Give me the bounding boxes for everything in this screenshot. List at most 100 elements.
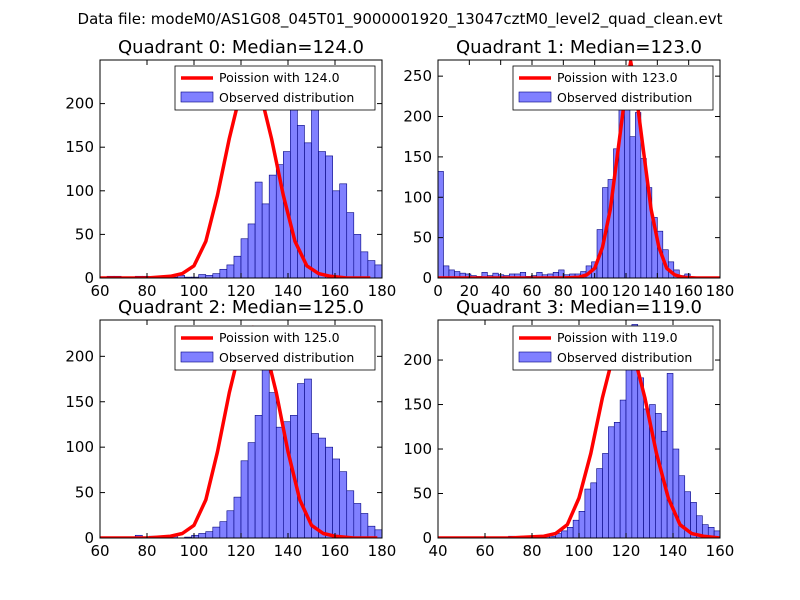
subplot-title: Quadrant 1: Median=123.0 [456, 37, 702, 58]
legend-label-poisson: Poission with 125.0 [219, 330, 340, 345]
histogram-bar [608, 426, 615, 538]
histogram-bar [311, 433, 319, 538]
histogram-bar [325, 155, 333, 278]
histogram-bar [261, 346, 270, 538]
histogram-bar [353, 234, 362, 278]
histogram-bar [643, 408, 650, 538]
x-tick-label: 160 [674, 282, 703, 300]
legend: Poission with 125.0 Observed distribution [174, 325, 376, 371]
histogram-bar [297, 383, 305, 538]
subplot-quadrant-2: Quadrant 2: Median=125.0 60 80 100 120 140 160… [65, 297, 396, 560]
x-tick-label: 20 [460, 282, 479, 300]
histogram-bar [339, 471, 348, 538]
y-tick-label: 50 [413, 485, 432, 503]
x-tick-label: 80 [554, 282, 573, 300]
histogram-bar [212, 526, 221, 538]
y-tick-label: 150 [403, 148, 432, 166]
x-tick-label: 160 [706, 542, 735, 560]
histogram-bar [367, 260, 376, 278]
legend-box [174, 65, 376, 111]
axes-frame [437, 59, 721, 279]
y-tick-label: 0 [84, 529, 94, 547]
y-tick-label: 0 [422, 269, 432, 287]
histogram-bar [311, 103, 319, 278]
x-tick-label: 60 [475, 542, 494, 560]
poisson-curve [438, 60, 720, 278]
histogram-bar [619, 399, 627, 538]
legend-label-observed: Observed distribution [557, 350, 692, 365]
y-tick-label: 200 [65, 95, 94, 113]
histogram-bar [212, 273, 221, 278]
histogram-bar [226, 264, 235, 278]
x-tick-label: 180 [368, 282, 397, 300]
x-tick-label: 160 [321, 542, 350, 560]
histogram-bar [443, 265, 450, 278]
histogram-bar [268, 392, 277, 538]
x-tick-label: 60 [90, 282, 109, 300]
x-tick-label: 80 [522, 542, 541, 560]
y-tick-label: 50 [413, 229, 432, 247]
histogram-bar [247, 442, 256, 538]
legend-bar-swatch [180, 91, 214, 103]
x-tick-label: 100 [180, 282, 209, 300]
histogram-bar [596, 468, 603, 538]
histogram-bar [205, 531, 214, 538]
histogram-bar [578, 511, 586, 538]
histogram-bar [602, 453, 609, 538]
legend-bar-swatch [518, 351, 552, 363]
x-tick-label: 120 [227, 282, 256, 300]
x-tick-label: 120 [612, 282, 641, 300]
legend-label-observed: Observed distribution [557, 90, 692, 105]
histogram-bar [590, 482, 597, 538]
y-tick-label: 150 [65, 393, 94, 411]
histogram-bar [240, 238, 249, 278]
x-tick-label: 60 [90, 542, 109, 560]
histogram-bar [558, 269, 565, 278]
histogram-bar [261, 203, 270, 278]
subplot-title: Quadrant 3: Median=119.0 [456, 297, 702, 318]
subplot-title: Quadrant 0: Median=124.0 [118, 37, 364, 58]
histogram-bar [247, 223, 256, 278]
histogram-bar [304, 142, 312, 278]
y-tick-label: 100 [65, 182, 94, 200]
x-tick-label: 0 [433, 282, 443, 300]
legend-label-poisson: Poission with 123.0 [557, 70, 678, 85]
x-tick-label: 100 [580, 282, 609, 300]
subplots-container: Quadrant 0: Median=124.060 80 100 120 140 160… [65, 37, 734, 560]
legend-label-observed: Observed distribution [219, 350, 354, 365]
histogram-bar [240, 460, 249, 538]
y-tick-label: 100 [65, 438, 94, 456]
histogram-bar [290, 85, 298, 278]
histogram-bar [332, 458, 340, 538]
histogram-bar [325, 446, 333, 538]
histogram-bar [346, 490, 355, 538]
x-tick-label: 80 [137, 282, 156, 300]
legend-label-observed: Observed distribution [219, 90, 354, 105]
x-tick-label: 100 [180, 542, 209, 560]
histogram-bar [268, 174, 277, 278]
histogram-bar [566, 527, 574, 538]
legend-box [512, 325, 714, 371]
y-tick-label: 200 [403, 108, 432, 126]
x-tick-label: 140 [274, 542, 303, 560]
histogram-bar [275, 426, 284, 538]
x-tick-label: 140 [659, 542, 688, 560]
histogram-bar [374, 529, 382, 538]
legend-box [174, 325, 376, 371]
histogram-bar [233, 255, 242, 278]
histogram-bar [584, 488, 592, 538]
x-tick-label: 180 [706, 282, 735, 300]
histogram-bar [198, 274, 207, 278]
y-tick-label: 200 [65, 347, 94, 365]
legend-box [512, 65, 714, 111]
histogram-bar [672, 448, 680, 538]
legend-label-poisson: Poission with 119.0 [557, 330, 678, 345]
histogram-bar [254, 415, 263, 538]
x-tick-label: 40 [491, 282, 510, 300]
y-tick-label: 100 [403, 188, 432, 206]
legend: Poission with 124.0 Observed distribution [174, 65, 376, 111]
legend-bar-swatch [518, 91, 552, 103]
histogram-bar [318, 151, 326, 278]
x-tick-label: 120 [227, 542, 256, 560]
